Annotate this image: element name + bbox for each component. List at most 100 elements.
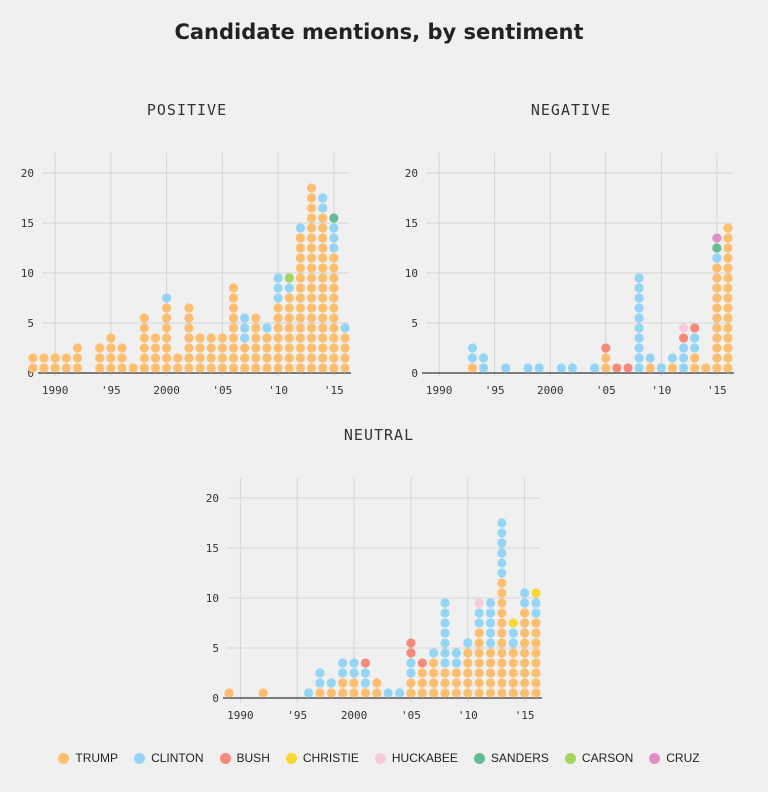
dot-trump xyxy=(284,313,294,323)
x-tick-label: '05 xyxy=(596,384,616,397)
dot-trump xyxy=(295,333,306,343)
legend-item-cruz: CRUZ xyxy=(649,751,700,765)
dot-trump xyxy=(240,363,250,373)
dot-trump xyxy=(50,353,60,363)
dot-trump xyxy=(520,648,530,658)
dot-trump xyxy=(39,363,49,373)
dot-trump xyxy=(217,363,227,373)
dot-trump xyxy=(295,353,306,363)
dot-clinton xyxy=(273,273,283,283)
dot-trump xyxy=(139,313,149,323)
dot-trump xyxy=(531,678,541,688)
dot-trump xyxy=(329,253,339,263)
dot-trump xyxy=(318,323,328,333)
y-tick-label: 15 xyxy=(21,217,34,230)
dot-trump xyxy=(284,363,294,373)
dot-clinton xyxy=(262,323,272,333)
dot-trump xyxy=(162,313,172,323)
legend-swatch xyxy=(134,752,146,764)
dot-clinton xyxy=(634,293,644,303)
dot-clinton xyxy=(440,648,450,658)
dot-trump xyxy=(139,363,149,373)
dot-clinton xyxy=(474,608,484,618)
dot-clinton xyxy=(273,293,283,303)
dot-bush xyxy=(360,658,371,668)
dot-trump xyxy=(39,353,49,363)
dot-trump xyxy=(520,678,530,688)
dot-trump xyxy=(217,343,227,353)
dot-trump xyxy=(240,353,250,363)
dot-trump xyxy=(508,668,518,678)
dot-trump xyxy=(95,343,105,353)
dot-trump xyxy=(601,363,611,373)
dot-trump xyxy=(295,243,306,253)
dot-carson xyxy=(284,273,294,283)
dot-trump xyxy=(329,313,339,323)
dot-clinton xyxy=(315,668,325,678)
y-tick-label: 20 xyxy=(405,167,418,180)
dot-trump xyxy=(295,363,306,373)
dot-trump xyxy=(106,353,116,363)
dot-clinton xyxy=(497,518,507,528)
dot-trump xyxy=(451,678,462,688)
dot-trump xyxy=(318,243,328,253)
legend-item-bush: BUSH xyxy=(219,751,270,765)
dot-clinton xyxy=(440,608,450,618)
dot-trump xyxy=(162,343,172,353)
dot-trump xyxy=(228,333,239,343)
dot-clinton xyxy=(273,283,283,293)
dot-trump xyxy=(463,658,473,668)
dot-trump xyxy=(712,283,722,293)
dot-trump xyxy=(295,343,306,353)
panel-title: NEUTRAL xyxy=(344,426,414,444)
dot-bush xyxy=(690,323,700,333)
dot-clinton xyxy=(508,628,518,638)
legend-swatch xyxy=(285,752,297,764)
dot-trump xyxy=(712,363,722,373)
y-tick-label: 20 xyxy=(206,492,219,505)
dot-trump xyxy=(497,608,507,618)
dot-trump xyxy=(417,678,427,688)
dot-bush xyxy=(612,363,622,373)
legend-swatch xyxy=(219,752,231,764)
dot-trump xyxy=(173,353,183,363)
dot-trump xyxy=(474,688,484,698)
dot-trump xyxy=(306,343,317,353)
dot-clinton xyxy=(284,283,294,293)
y-tick-label: 5 xyxy=(212,642,219,655)
legend-swatch xyxy=(564,752,576,764)
dot-clinton xyxy=(240,333,250,343)
legend-item-huckabee: HUCKABEE xyxy=(374,751,458,765)
dot-trump xyxy=(139,343,149,353)
dot-clinton xyxy=(497,538,507,548)
dot-trump xyxy=(284,293,294,303)
dot-trump xyxy=(306,273,317,283)
dot-trump xyxy=(72,363,83,373)
dot-cruz xyxy=(712,233,722,243)
dot-trump xyxy=(318,263,328,273)
dot-clinton xyxy=(295,223,306,233)
dot-trump xyxy=(440,688,450,698)
y-tick-label: 15 xyxy=(405,217,418,230)
dot-christie xyxy=(508,618,518,628)
dot-trump xyxy=(318,273,328,283)
dot-trump xyxy=(318,333,328,343)
dot-trump xyxy=(520,608,530,618)
dot-trump xyxy=(329,353,339,363)
dot-trump xyxy=(318,233,328,243)
panel-title: POSITIVE xyxy=(147,101,227,119)
dot-trump xyxy=(406,678,416,688)
dot-trump xyxy=(712,303,722,313)
dot-trump xyxy=(184,323,194,333)
dot-trump xyxy=(340,353,350,363)
dot-trump xyxy=(273,353,283,363)
y-tick-label: 10 xyxy=(21,267,34,280)
dot-trump xyxy=(262,363,272,373)
dot-trump xyxy=(184,353,194,363)
dot-trump xyxy=(228,353,239,363)
dot-trump xyxy=(712,343,722,353)
dot-trump xyxy=(531,618,541,628)
x-tick-label: '10 xyxy=(651,384,671,397)
dot-trump xyxy=(723,273,733,283)
dot-trump xyxy=(329,293,339,303)
